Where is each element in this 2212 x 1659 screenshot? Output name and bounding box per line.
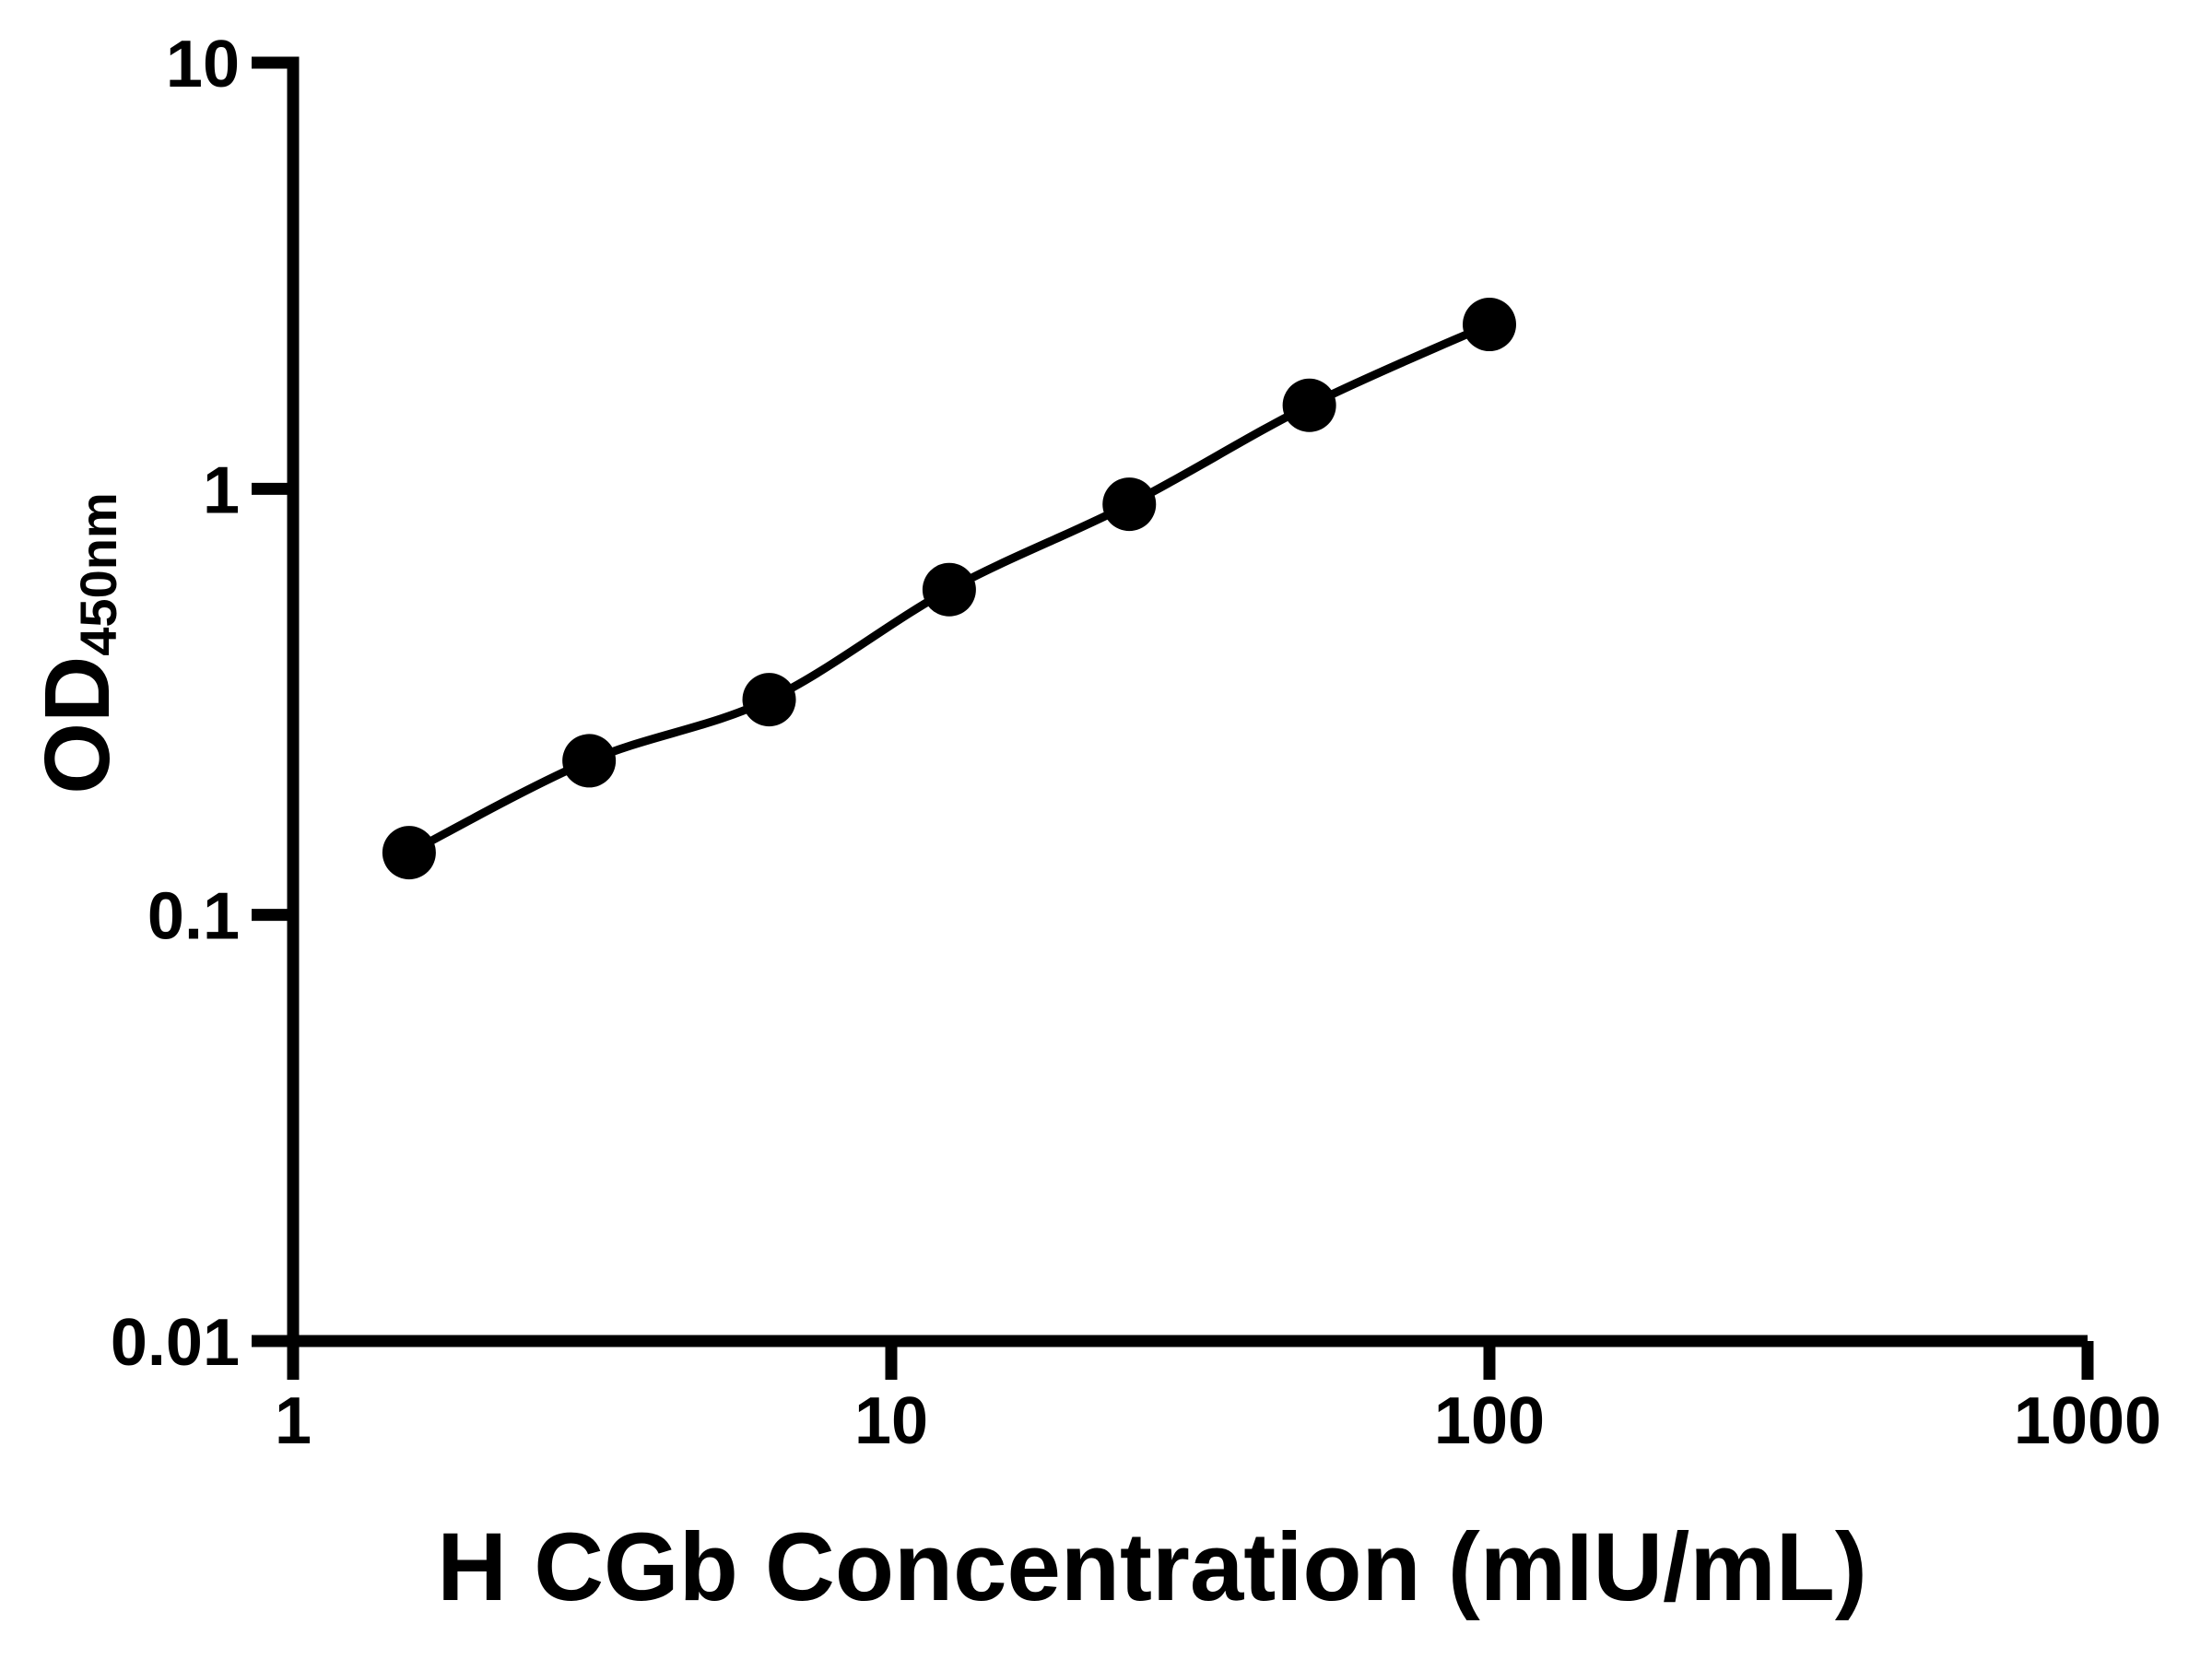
data-point-marker [742,673,796,727]
data-point-marker [1463,298,1516,352]
x-tick-label: 1 [275,1384,312,1458]
x-tick-label: 1000 [2014,1384,2161,1458]
y-axis-title-main: OD [26,656,129,794]
data-point-marker [1102,477,1157,532]
data-point-markers [382,298,1516,880]
tick-labels: 10 1 0.1 0.01 1 10 100 1000 [111,28,2161,1458]
y-axis-title-subscript: 450nm [69,492,127,655]
y-axis [252,56,300,1380]
y-tick-label: 10 [166,28,240,101]
data-point-marker [1282,378,1336,432]
axes [252,56,2088,1380]
data-point-marker [922,562,976,617]
tick-marks [252,56,2094,1380]
data-point-marker [562,734,617,788]
x-tick-label: 10 [854,1384,928,1458]
x-tick-label: 100 [1434,1384,1545,1458]
y-tick-label: 0.1 [147,880,240,954]
x-axis-title: H CGb Concentration (mIU/mL) [437,1513,1867,1621]
y-tick-label: 0.01 [111,1306,240,1380]
data-point-marker [382,826,436,880]
y-tick-label: 1 [203,453,240,527]
y-axis-title: OD450nm [26,492,129,794]
